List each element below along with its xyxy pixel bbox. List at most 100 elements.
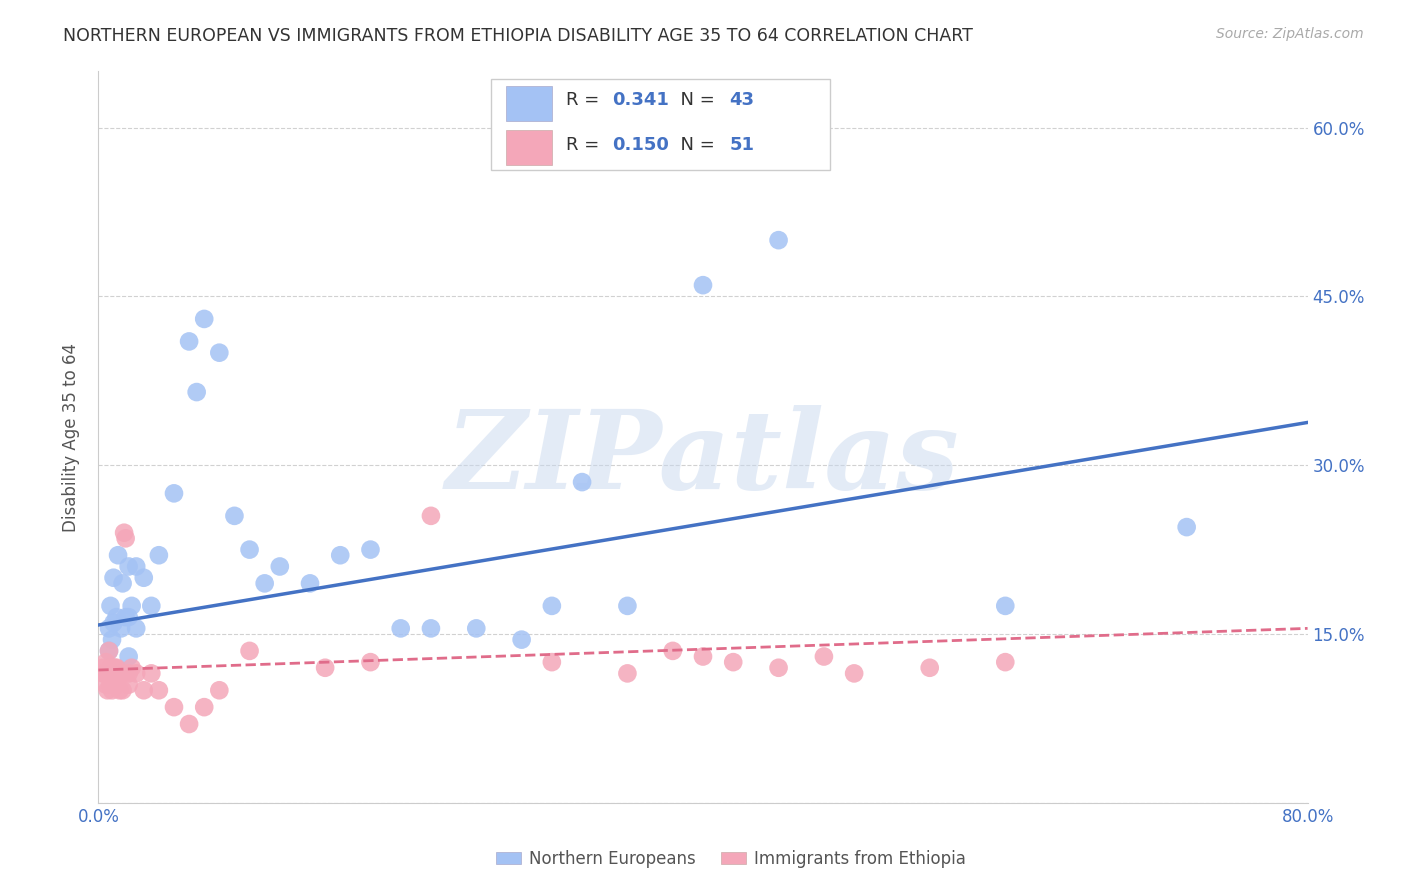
- Point: [107, 666, 129, 681]
- Text: Source: ZipAtlas.com: Source: ZipAtlas.com: [1216, 27, 1364, 41]
- Point: [132, 571, 155, 585]
- Point: [110, 666, 132, 681]
- Point: [692, 649, 714, 664]
- Point: [103, 661, 125, 675]
- Point: [314, 661, 336, 675]
- Point: [329, 548, 352, 562]
- Point: [723, 655, 745, 669]
- Point: [1175, 520, 1198, 534]
- Point: [768, 233, 790, 247]
- Point: [186, 385, 208, 400]
- Point: [540, 655, 562, 669]
- Point: [100, 599, 122, 613]
- Text: 43: 43: [730, 91, 755, 109]
- Point: [163, 700, 186, 714]
- Point: [616, 599, 638, 613]
- Text: 51: 51: [730, 136, 755, 153]
- FancyBboxPatch shape: [492, 78, 830, 170]
- Point: [193, 700, 215, 714]
- Text: ZIPatlas: ZIPatlas: [446, 405, 960, 513]
- Point: [813, 649, 835, 664]
- Text: N =: N =: [669, 91, 721, 109]
- Point: [118, 666, 141, 681]
- Point: [125, 666, 148, 681]
- Point: [98, 644, 121, 658]
- Point: [118, 610, 141, 624]
- Point: [994, 655, 1017, 669]
- Point: [111, 666, 134, 681]
- Point: [844, 666, 866, 681]
- Point: [101, 666, 124, 681]
- Point: [121, 599, 143, 613]
- Y-axis label: Disability Age 35 to 64: Disability Age 35 to 64: [62, 343, 80, 532]
- Point: [360, 542, 382, 557]
- Point: [239, 644, 262, 658]
- Point: [141, 599, 163, 613]
- FancyBboxPatch shape: [506, 130, 551, 165]
- Text: NORTHERN EUROPEAN VS IMMIGRANTS FROM ETHIOPIA DISABILITY AGE 35 TO 64 CORRELATIO: NORTHERN EUROPEAN VS IMMIGRANTS FROM ETH…: [63, 27, 973, 45]
- Point: [98, 644, 121, 658]
- Point: [105, 610, 128, 624]
- FancyBboxPatch shape: [506, 87, 551, 120]
- Text: R =: R =: [567, 91, 606, 109]
- Point: [111, 576, 134, 591]
- Point: [100, 661, 122, 675]
- Point: [101, 632, 124, 647]
- Legend: Northern Europeans, Immigrants from Ethiopia: Northern Europeans, Immigrants from Ethi…: [489, 844, 973, 875]
- Point: [114, 532, 136, 546]
- Point: [141, 666, 163, 681]
- Point: [193, 312, 215, 326]
- Point: [93, 666, 115, 681]
- Point: [94, 678, 117, 692]
- Point: [420, 508, 443, 523]
- Point: [96, 683, 118, 698]
- Point: [692, 278, 714, 293]
- Point: [101, 683, 124, 698]
- Point: [571, 475, 593, 489]
- Point: [616, 666, 638, 681]
- Point: [96, 666, 118, 681]
- Point: [114, 610, 136, 624]
- Point: [148, 548, 170, 562]
- Point: [104, 672, 127, 686]
- Point: [510, 632, 533, 647]
- Point: [103, 571, 125, 585]
- Point: [107, 548, 129, 562]
- Point: [224, 508, 246, 523]
- Point: [112, 525, 135, 540]
- Text: 0.341: 0.341: [613, 91, 669, 109]
- Text: R =: R =: [567, 136, 606, 153]
- Point: [768, 661, 790, 675]
- Point: [148, 683, 170, 698]
- Point: [100, 678, 122, 692]
- Point: [121, 661, 143, 675]
- Point: [104, 661, 127, 675]
- Point: [661, 644, 683, 658]
- Point: [269, 559, 291, 574]
- Point: [125, 621, 148, 635]
- Point: [389, 621, 412, 635]
- Point: [179, 717, 201, 731]
- Point: [299, 576, 322, 591]
- Point: [360, 655, 382, 669]
- Point: [132, 683, 155, 698]
- Point: [118, 678, 141, 692]
- Point: [98, 621, 121, 635]
- Point: [540, 599, 562, 613]
- Text: 0.150: 0.150: [613, 136, 669, 153]
- Point: [125, 559, 148, 574]
- Point: [918, 661, 941, 675]
- Point: [105, 661, 128, 675]
- Point: [108, 683, 131, 698]
- Point: [420, 621, 443, 635]
- Point: [103, 678, 125, 692]
- Point: [118, 559, 141, 574]
- Point: [110, 621, 132, 635]
- Point: [179, 334, 201, 349]
- Point: [163, 486, 186, 500]
- Point: [118, 649, 141, 664]
- Point: [91, 666, 114, 681]
- Point: [208, 683, 231, 698]
- Point: [105, 678, 128, 692]
- Point: [994, 599, 1017, 613]
